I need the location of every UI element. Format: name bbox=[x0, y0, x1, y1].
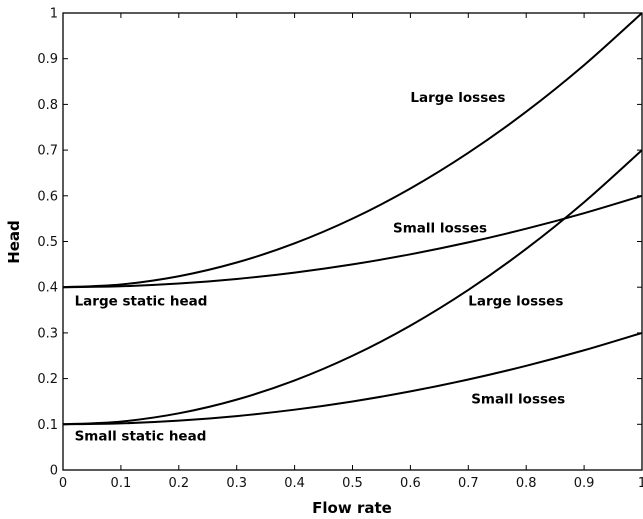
x-tick-label: 0.6 bbox=[400, 476, 421, 491]
y-tick-label: 0.7 bbox=[37, 144, 58, 159]
system-curve-2 bbox=[62, 194, 643, 289]
y-tick-label: 0.5 bbox=[37, 235, 58, 250]
x-tick-label: 0.5 bbox=[342, 476, 363, 491]
x-tick-label: 0.1 bbox=[111, 476, 132, 491]
curve-annotation: Large losses bbox=[410, 90, 505, 106]
x-tick-label: 0.9 bbox=[574, 476, 595, 491]
curve-annotation: Large losses bbox=[468, 293, 563, 309]
y-tick-label: 0.6 bbox=[37, 189, 58, 204]
system-curve-1 bbox=[62, 12, 643, 289]
y-tick-label: 0.4 bbox=[37, 281, 58, 296]
system-curve-3 bbox=[62, 149, 643, 426]
curve-annotation: Small losses bbox=[393, 220, 487, 236]
axis-ticks: 0 0.1 0.2 0.3 0.4 0.5 0.6 0.7 0.8 0.9 1 0 0.1 0.2 0.3 0… bbox=[37, 7, 643, 492]
y-axis-title: Head bbox=[5, 220, 23, 264]
annotations: Large losses Small losses Large static hea… bbox=[75, 90, 566, 444]
curve-annotation: Large static head bbox=[75, 293, 208, 309]
curve-annotation: Small losses bbox=[471, 392, 565, 408]
x-axis-title: Flow rate bbox=[312, 499, 392, 517]
y-tick-label: 0.1 bbox=[37, 418, 58, 433]
x-tick-label: 0.8 bbox=[516, 476, 537, 491]
x-tick-label: 0.2 bbox=[168, 476, 189, 491]
x-tick-label: 0.3 bbox=[226, 476, 247, 491]
y-tick-label: 0.8 bbox=[37, 98, 58, 113]
y-tick-label: 0.2 bbox=[37, 372, 58, 387]
y-tick-label: 0.9 bbox=[37, 52, 58, 67]
y-tick-label: 0.3 bbox=[37, 326, 58, 341]
x-tick-label: 0.4 bbox=[284, 476, 305, 491]
x-tick-label: 0 bbox=[59, 476, 67, 491]
system-curve-4 bbox=[62, 331, 643, 426]
x-tick-label: 1 bbox=[638, 476, 643, 491]
curves bbox=[62, 12, 643, 426]
x-tick-label: 0.7 bbox=[458, 476, 479, 491]
curve-annotation: Small static head bbox=[75, 428, 207, 444]
y-tick-label: 1 bbox=[50, 7, 58, 22]
y-tick-label: 0 bbox=[50, 464, 58, 479]
